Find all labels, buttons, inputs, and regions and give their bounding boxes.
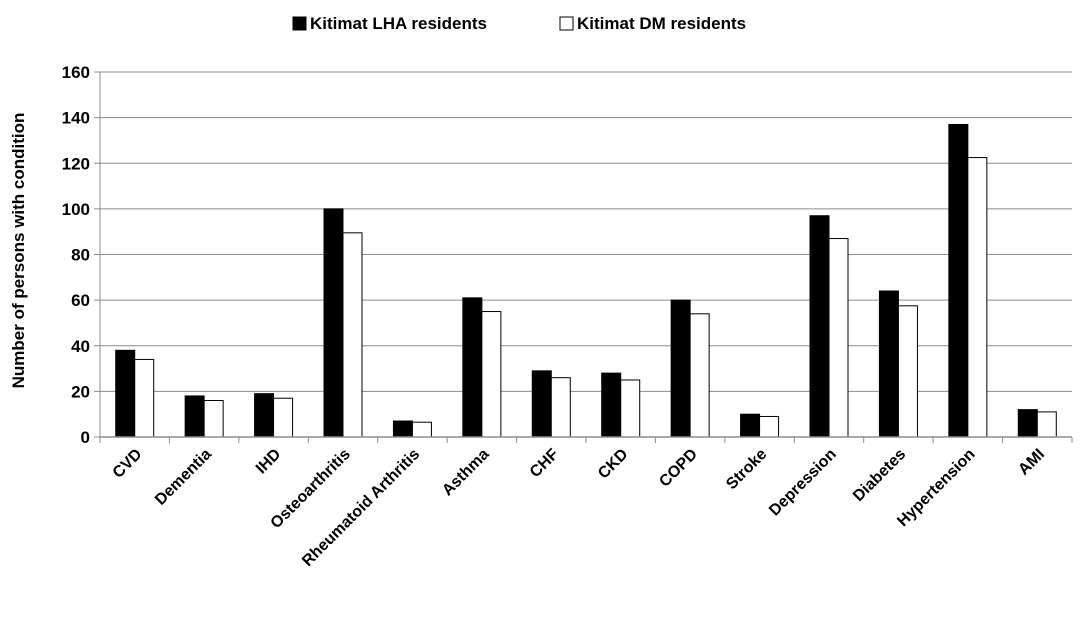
bar-lha-copd — [670, 299, 691, 438]
bar-dm-osteoarthritis — [342, 232, 363, 438]
bar-dm-copd — [689, 313, 710, 438]
bar-dm-dementia — [203, 400, 224, 438]
bar-lha-asthma — [462, 297, 483, 438]
y-tick-label: 100 — [62, 200, 90, 219]
bar-lha-ami — [1017, 409, 1038, 438]
x-category-label: Asthma — [439, 446, 493, 500]
x-category-label: Diabetes — [850, 446, 909, 505]
x-category-label: CHF — [527, 446, 562, 481]
bar-dm-hypertension — [967, 157, 988, 438]
legend-label-dm: Kitimat DM residents — [577, 14, 746, 33]
legend-label-lha: Kitimat LHA residents — [310, 14, 487, 33]
bar-dm-ami — [1036, 411, 1057, 438]
bars — [115, 123, 1057, 438]
bar-lha-stroke — [740, 413, 761, 438]
legend-swatch-dm — [559, 16, 574, 31]
bar-dm-chf — [550, 377, 571, 438]
bar-lha-dementia — [184, 395, 205, 438]
bar-dm-stroke — [759, 415, 780, 438]
y-tick-label: 0 — [81, 428, 90, 447]
bar-lha-ihd — [254, 393, 275, 438]
x-category-label: COPD — [656, 446, 701, 491]
x-category-label: IHD — [253, 446, 285, 478]
y-axis-title: Number of persons with condition — [9, 113, 28, 389]
bar-dm-rheumatoid-arthritis — [411, 421, 432, 438]
bar-lha-chf — [531, 370, 552, 438]
bar-lha-hypertension — [948, 123, 969, 438]
bar-lha-ckd — [601, 372, 622, 438]
y-tick-label: 160 — [62, 63, 90, 82]
legend-swatch-lha — [292, 16, 307, 31]
legend: Kitimat LHA residents Kitimat DM resident… — [292, 14, 746, 33]
x-category-label: Rheumatoid Arthritis — [299, 446, 423, 570]
x-category-label: Stroke — [723, 446, 770, 493]
bar-lha-diabetes — [878, 290, 899, 438]
x-category-label: Depression — [766, 446, 840, 520]
bar-lha-rheumatoid-arthritis — [392, 420, 413, 438]
bar-dm-asthma — [481, 311, 502, 438]
y-tick-label: 140 — [62, 109, 90, 128]
bar-dm-diabetes — [897, 305, 918, 438]
y-tick-label: 120 — [62, 154, 90, 173]
bar-lha-osteoarthritis — [323, 208, 344, 438]
x-category-label: CKD — [595, 446, 632, 483]
x-category-label: CVD — [110, 446, 146, 482]
y-tick-label: 80 — [71, 246, 90, 265]
bar-dm-cvd — [134, 358, 155, 438]
x-category-label: AMI — [1015, 446, 1048, 479]
bar-dm-depression — [828, 238, 849, 438]
x-category-label: Dementia — [152, 446, 215, 509]
bar-dm-ihd — [273, 397, 294, 438]
y-tick-label: 60 — [71, 291, 90, 310]
bar-lha-depression — [809, 215, 830, 438]
bar-lha-cvd — [115, 349, 136, 438]
axes — [94, 71, 1073, 443]
gridlines — [100, 71, 1072, 392]
bar-dm-ckd — [620, 379, 641, 438]
y-tick-label: 40 — [71, 337, 90, 356]
y-tick-label: 20 — [71, 382, 90, 401]
